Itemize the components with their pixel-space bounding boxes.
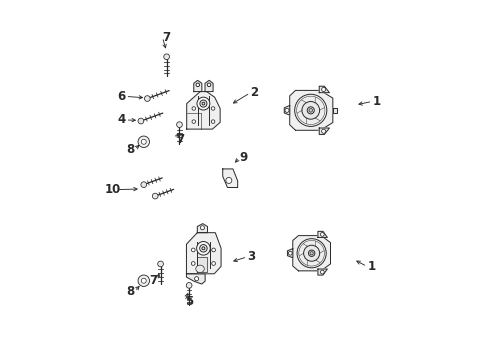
Circle shape [211, 107, 214, 110]
Circle shape [138, 118, 143, 124]
Circle shape [320, 233, 324, 236]
Circle shape [200, 226, 204, 230]
Circle shape [144, 96, 150, 102]
Circle shape [301, 102, 319, 119]
Circle shape [303, 245, 319, 261]
Ellipse shape [195, 265, 204, 273]
Circle shape [152, 193, 158, 199]
Text: 7: 7 [149, 274, 157, 287]
Text: 1: 1 [366, 260, 375, 273]
Circle shape [211, 120, 214, 123]
Text: 2: 2 [250, 86, 258, 99]
Polygon shape [332, 108, 337, 113]
Circle shape [141, 139, 146, 144]
Circle shape [306, 107, 314, 114]
Text: 1: 1 [372, 95, 380, 108]
Text: 7: 7 [162, 31, 170, 44]
Polygon shape [317, 269, 326, 275]
Circle shape [141, 278, 146, 283]
Text: 7: 7 [176, 133, 184, 146]
Circle shape [196, 83, 199, 87]
Circle shape [211, 262, 215, 265]
Circle shape [285, 108, 288, 112]
Circle shape [202, 102, 204, 105]
Polygon shape [193, 80, 202, 91]
Polygon shape [289, 90, 332, 130]
Circle shape [176, 122, 182, 127]
Circle shape [199, 244, 207, 252]
Circle shape [191, 248, 195, 252]
Circle shape [163, 54, 169, 60]
Polygon shape [319, 128, 329, 134]
Circle shape [202, 247, 204, 250]
Polygon shape [186, 91, 220, 129]
Polygon shape [186, 274, 204, 284]
Polygon shape [197, 224, 207, 233]
Text: 4: 4 [117, 113, 125, 126]
Circle shape [225, 177, 231, 184]
Polygon shape [292, 235, 330, 271]
Circle shape [308, 250, 314, 256]
Circle shape [309, 252, 313, 255]
Circle shape [211, 248, 215, 252]
Text: 5: 5 [184, 295, 193, 308]
Circle shape [138, 275, 149, 287]
Text: 10: 10 [104, 183, 120, 196]
Circle shape [191, 262, 195, 265]
Polygon shape [317, 231, 326, 238]
Text: 3: 3 [247, 250, 255, 263]
Polygon shape [204, 80, 213, 91]
Polygon shape [223, 169, 237, 188]
Circle shape [196, 242, 210, 255]
Polygon shape [284, 105, 289, 115]
Circle shape [321, 87, 325, 91]
Circle shape [308, 109, 312, 112]
Polygon shape [287, 249, 292, 258]
Circle shape [321, 129, 325, 133]
Text: 6: 6 [117, 90, 125, 103]
Circle shape [200, 100, 206, 107]
Polygon shape [186, 233, 221, 274]
Circle shape [186, 283, 192, 288]
Circle shape [294, 94, 326, 126]
Circle shape [207, 83, 210, 87]
Circle shape [141, 182, 146, 188]
Circle shape [138, 136, 149, 148]
Polygon shape [196, 257, 206, 272]
Text: 8: 8 [126, 143, 134, 156]
Text: 8: 8 [126, 285, 134, 298]
Circle shape [192, 120, 195, 123]
Polygon shape [319, 86, 329, 93]
Text: 9: 9 [239, 151, 247, 164]
Circle shape [197, 97, 209, 110]
Circle shape [157, 261, 163, 267]
Circle shape [288, 251, 291, 255]
Circle shape [297, 239, 325, 268]
Circle shape [192, 107, 195, 110]
Circle shape [194, 277, 198, 281]
Circle shape [320, 270, 324, 274]
